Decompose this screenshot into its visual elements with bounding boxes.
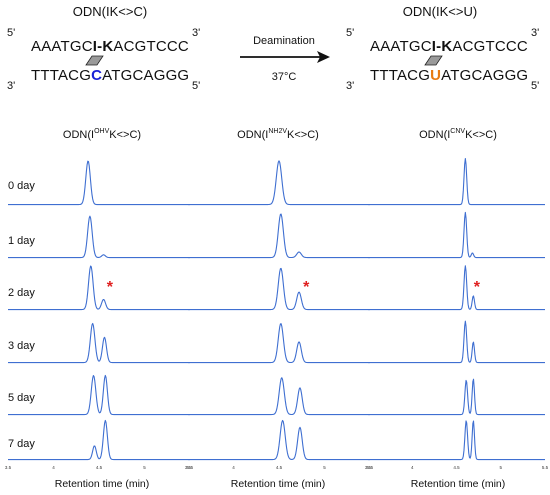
x-axis-title-nh2v: Retention time (min) [231,478,326,490]
scheme-right-top-strand: AAATGCI-KACGTCCC [370,38,528,55]
scheme-right-top-prime-3: 3' [531,27,539,39]
scheme-left-top-prime-5: 5' [7,27,15,39]
trace-p1-d1 [188,213,370,259]
tick-label-p2-4: 5.5 [542,465,549,470]
pair-shape-right [424,55,443,66]
trace-p0-d0 [8,160,190,206]
scheme-right-bottom-strand: TTTACGUATGCAGGG [370,67,528,84]
trace-p1-d0 [188,160,370,206]
scheme-left-top-prime-3: 3' [192,27,200,39]
trace-p2-d4 [368,378,545,416]
trace-p1-d3 [188,323,370,364]
day-label-2: 2 day [8,287,35,299]
trace-p1-d4 [188,377,370,416]
panel-header-nh2v: ODN(INH2VK<>C) [237,128,319,141]
trace-p0-d5 [8,419,190,461]
panel-header-cnv: ODN(ICNVK<>C) [419,128,497,141]
day-label-1: 1 day [8,235,35,247]
scheme-left: ODN(IK<>C) 5' AAATGCI-KACGTCCC 3' 3' TTT… [7,4,200,92]
day-label-4: 5 day [8,392,35,404]
trace-p2-d1 [368,211,545,259]
trace-p2-d0 [368,157,545,206]
tick-label-p0-4: 5.5 [187,465,194,470]
tick-label-p2-0: 3.5 [365,465,372,470]
day-label-5: 7 day [8,438,35,450]
tick-label-p2-2: 4.5 [453,465,460,470]
scheme-right: ODN(IK<>U) 5' AAATGCI-KACGTCCC 3' 3' TTT… [346,4,539,92]
day-labels: 0 day 1 day 2 day 3 day 5 day 7 day [8,180,35,450]
x-axis-title-ohv: Retention time (min) [55,478,150,490]
tick-label-p1-1: 4 [232,465,235,470]
tick-label-p1-3: 5 [323,465,326,470]
asterisk-marker-2: * [474,279,481,296]
tick-label-p2-3: 5 [500,465,503,470]
trace-p2-d5 [368,420,545,461]
reaction-condition-label: Deamination [253,35,315,47]
chromatogram-traces: * * * [8,157,545,461]
trace-p0-d4 [8,374,190,416]
scheme-right-top-prime-5: 5' [346,27,354,39]
asterisk-marker-1: * [303,279,310,296]
x-axis-ticks: 3.5 4 4.5 5 5.53.5 4 4.5 5 5.53.5 4 4.5 5 5.5 [5,465,549,470]
trace-p1-d2 [188,267,370,311]
scheme-left-title: ODN(IK<>C) [73,4,147,19]
asterisk-marker-0: * [107,279,114,296]
tick-label-p1-2: 4.5 [276,465,283,470]
tick-label-p2-1: 4 [411,465,414,470]
reaction-arrow-group: Deamination 37°C [240,35,330,83]
scheme-left-bottom-prime-5: 5' [192,80,200,92]
trace-p0-d3 [8,322,190,364]
tick-label-p1-4: 5.5 [367,465,374,470]
scheme-right-bottom-prime-5: 5' [531,80,539,92]
panel-header-ohv: ODN(IOHVK<>C) [63,128,141,141]
day-label-0: 0 day [8,180,35,192]
reaction-temperature: 37°C [272,71,297,83]
pair-shape-left [85,55,104,66]
scheme-right-bottom-prime-3: 3' [346,80,354,92]
tick-label-p0-2: 4.5 [96,465,103,470]
x-axis-title-cnv: Retention time (min) [411,478,506,490]
scheme-left-bottom-strand: TTTACGCATGCAGGG [31,67,189,84]
scheme-left-bottom-prime-3: 3' [7,80,15,92]
tick-label-p0-3: 5 [143,465,146,470]
scheme-left-top-strand: AAATGCI-KACGTCCC [31,38,189,55]
trace-p0-d1 [8,215,190,259]
scheme-right-title: ODN(IK<>U) [403,4,477,19]
tick-label-p1-0: 3.5 [185,465,192,470]
trace-p2-d3 [368,320,545,364]
trace-p0-d2 [8,265,190,311]
trace-p1-d5 [188,419,370,461]
tick-label-p0-0: 3.5 [5,465,12,470]
trace-p2-d2 [368,265,545,311]
arrow-head [317,51,330,63]
day-label-3: 3 day [8,340,35,352]
tick-label-p0-1: 4 [52,465,55,470]
